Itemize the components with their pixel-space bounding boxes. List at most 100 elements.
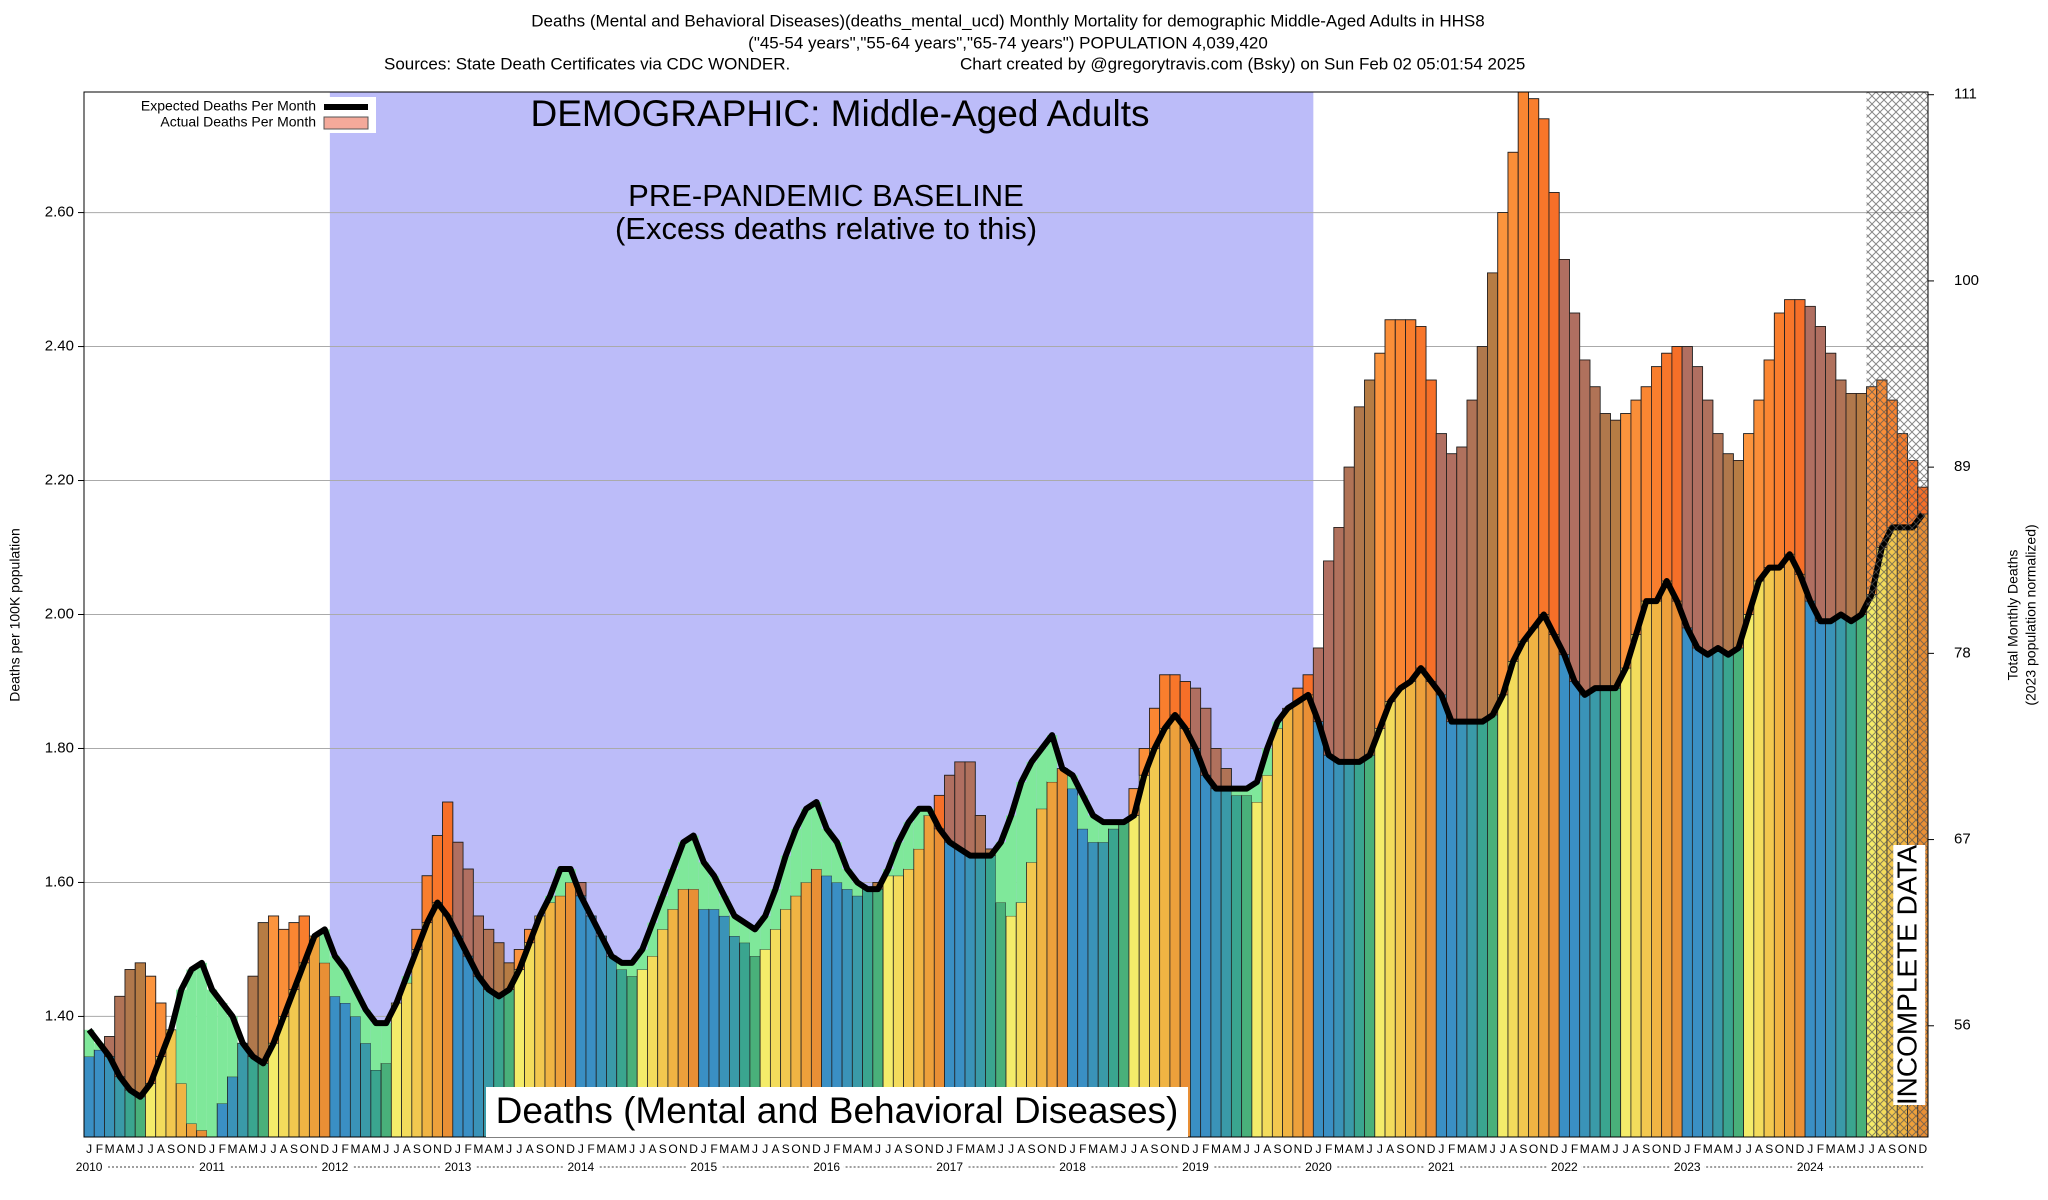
x-tick-label: A — [1345, 1142, 1353, 1156]
deficit-area — [657, 895, 668, 930]
x-tick-label: M — [617, 1142, 627, 1156]
x-tick-label: O — [177, 1142, 186, 1156]
x-tick-label: A — [157, 1142, 165, 1156]
excess-overlay — [431, 835, 443, 903]
excess-overlay — [1384, 319, 1396, 702]
x-tick-label: S — [1273, 1142, 1281, 1156]
x-tick-label: J — [148, 1142, 154, 1156]
x-tick-label: F — [1079, 1142, 1086, 1156]
x-tick-label: A — [1099, 1142, 1107, 1156]
bar — [175, 1083, 187, 1138]
x-tick-label: A — [894, 1142, 902, 1156]
x-tick-label: N — [1785, 1142, 1794, 1156]
x-tick-label: J — [209, 1142, 215, 1156]
x-tick-label: A — [1878, 1142, 1886, 1156]
deficit-area — [1026, 761, 1037, 863]
deficit-area — [370, 1023, 382, 1071]
x-tick-label: O — [1652, 1142, 1661, 1156]
deficit-area — [790, 828, 802, 896]
bar — [93, 1049, 105, 1138]
deficit-area — [811, 802, 822, 870]
deficit-area — [667, 869, 679, 910]
excess-overlay — [1661, 352, 1673, 582]
x-tick-label: D — [320, 1142, 329, 1156]
x-tick-label: F — [1817, 1142, 1824, 1156]
x-tick-label: J — [506, 1142, 512, 1156]
x-tick-label: N — [1662, 1142, 1671, 1156]
x-tick-label: M — [350, 1142, 360, 1156]
excess-overlay — [452, 841, 464, 937]
x-tick-label: M — [1826, 1142, 1836, 1156]
deficit-area — [780, 855, 791, 910]
x-tick-label: A — [116, 1142, 124, 1156]
excess-overlay — [1517, 91, 1529, 642]
deficit-area — [1016, 781, 1027, 903]
baseline-label: PRE-PANDEMIC BASELINE — [628, 178, 1024, 213]
y-tick-label: 1.60 — [45, 873, 74, 890]
x-tick-label: F — [833, 1142, 840, 1156]
x-tick-label: D — [1550, 1142, 1559, 1156]
x-tick-label: J — [824, 1142, 830, 1156]
excess-overlay — [1169, 674, 1181, 716]
x-tick-label: O — [1406, 1142, 1415, 1156]
bar — [1292, 687, 1304, 1138]
bar — [1046, 781, 1058, 1138]
x-tick-label: J — [393, 1142, 399, 1156]
excess-overlay — [1528, 98, 1540, 629]
x-tick-label: S — [659, 1142, 667, 1156]
year-label-bg — [440, 1160, 475, 1174]
deficit-area — [1262, 748, 1273, 776]
x-tick-label: J — [998, 1142, 1004, 1156]
deficit-area — [1241, 788, 1252, 796]
year-label-bg — [932, 1160, 967, 1174]
deficit-area — [719, 895, 730, 916]
year-label: 2022 — [1551, 1160, 1578, 1174]
deficit-area — [186, 969, 197, 1124]
x-tick-label: S — [413, 1142, 421, 1156]
x-tick-label: A — [1632, 1142, 1640, 1156]
excess-overlay — [1353, 406, 1365, 763]
x-tick-label: M — [1088, 1142, 1098, 1156]
x-tick-label: F — [1202, 1142, 1209, 1156]
demographic-label: DEMOGRAPHIC: Middle-Aged Adults — [531, 93, 1150, 134]
bar — [308, 935, 321, 1138]
deficit-area — [760, 915, 771, 950]
x-tick-label: M — [105, 1142, 115, 1156]
deficit-area — [913, 808, 925, 849]
deficit-area — [340, 969, 351, 1004]
bar — [401, 982, 413, 1138]
x-tick-label: M — [1846, 1142, 1856, 1156]
excess-overlay — [1476, 346, 1488, 723]
x-tick-label: M — [125, 1142, 135, 1156]
year-label: 2010 — [76, 1160, 103, 1174]
deficit-area — [688, 835, 699, 890]
deficit-area — [350, 989, 361, 1017]
excess-overlay — [954, 761, 966, 850]
deficit-area — [1006, 815, 1017, 916]
x-tick-label: O — [1283, 1142, 1292, 1156]
deficit-area — [1077, 795, 1088, 829]
x-tick-label: J — [137, 1142, 143, 1156]
year-label: 2017 — [936, 1160, 963, 1174]
excess-overlay — [1620, 413, 1632, 669]
x-tick-label: D — [1796, 1142, 1805, 1156]
x-tick-label: M — [1211, 1142, 1221, 1156]
bar — [390, 1002, 402, 1138]
expected-line — [86, 512, 1926, 1100]
x-tick-label: A — [853, 1142, 861, 1156]
deficit-area — [1036, 748, 1047, 809]
x-tick-label: S — [1028, 1142, 1036, 1156]
x-tick-label: J — [1315, 1142, 1321, 1156]
x-tick-label: S — [1888, 1142, 1896, 1156]
y-tick-label: 1.40 — [45, 1007, 74, 1024]
excess-overlay — [944, 774, 956, 843]
bar — [1210, 748, 1222, 1138]
excess-overlay — [1364, 379, 1376, 756]
excess-overlay — [1374, 352, 1386, 729]
excess-overlay — [247, 975, 259, 1058]
deficit-area — [626, 962, 638, 977]
excess-overlay — [974, 815, 986, 857]
x-tick-label: J — [1858, 1142, 1864, 1156]
x-tick-label: M — [1600, 1142, 1610, 1156]
x-tick-label: A — [526, 1142, 534, 1156]
